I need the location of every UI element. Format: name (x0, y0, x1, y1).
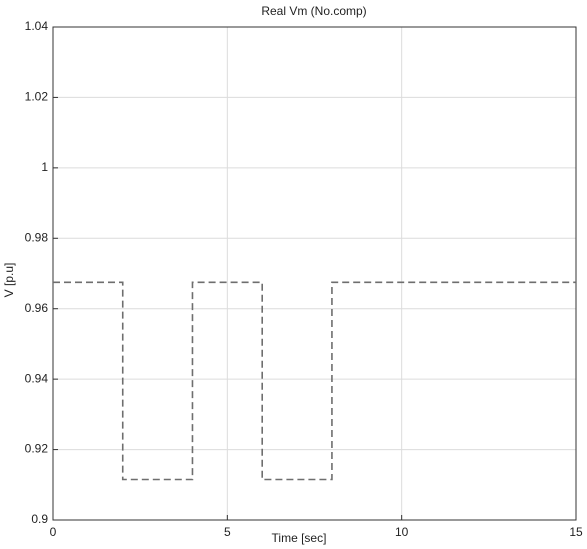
x-tick-label: 5 (224, 525, 231, 539)
data-line (53, 281, 576, 481)
chart-title: Real Vm (No.comp) (261, 4, 366, 18)
x-tick-label: 10 (395, 525, 409, 539)
y-tick-label: 0.9 (31, 512, 48, 526)
y-tick-label: 0.94 (25, 371, 49, 385)
plot-frame (52, 26, 577, 521)
y-tick-label: 0.98 (25, 230, 49, 244)
x-tick-label: 15 (569, 525, 583, 539)
y-tick-label: 1.04 (25, 19, 49, 33)
x-tick-label: 0 (50, 525, 57, 539)
y-tick-label: 0.92 (25, 442, 49, 456)
y-tick-label: 1 (41, 160, 48, 174)
x-axis-label: Time [sec] (272, 531, 327, 545)
y-tick-label: 1.02 (25, 90, 49, 104)
y-tick-label: 0.96 (25, 301, 49, 315)
y-axis-label: V [p.u] (2, 263, 16, 298)
